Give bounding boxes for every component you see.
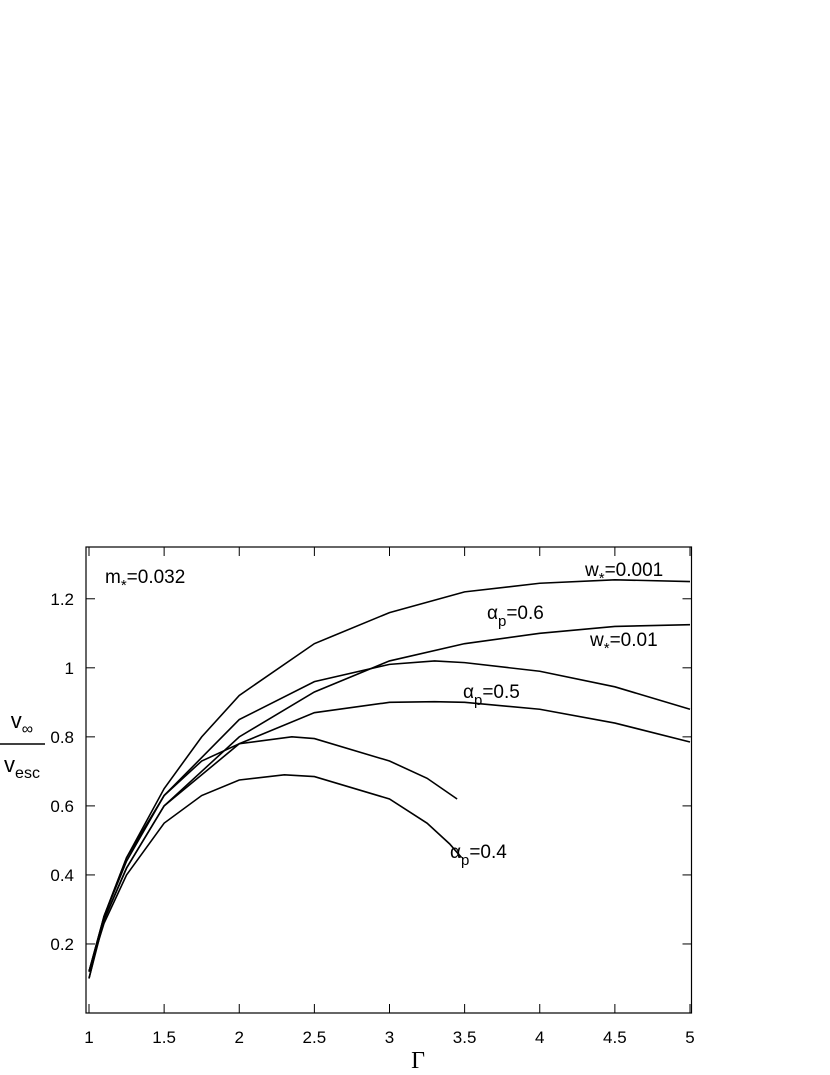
y-tick-label: 0.4 (50, 866, 74, 885)
x-tick-label: 5 (685, 1028, 694, 1047)
annotation-sub: * (121, 577, 127, 594)
annotation-rest: =0.6 (506, 603, 544, 624)
annotation: w*=0.001 (584, 560, 663, 587)
annotation-base: α (487, 603, 498, 624)
annotation-base: w (589, 630, 604, 651)
curve (88, 774, 463, 972)
y-axis-label: v∞ (11, 708, 33, 738)
y-label-base: v (11, 708, 22, 733)
annotation-base: m (105, 567, 121, 588)
curve (88, 736, 458, 972)
y-axis-label: vesc (4, 752, 40, 782)
curve (88, 700, 691, 972)
annotation: m*=0.032 (105, 567, 185, 594)
x-tick-label: 3 (385, 1028, 394, 1047)
x-axis-label: Γ (411, 1048, 425, 1074)
y-tick-label: 1.2 (50, 590, 74, 609)
x-tick-label: 2.5 (303, 1028, 327, 1047)
y-tick-label: 0.8 (50, 728, 74, 747)
y-label-sub: ∞ (22, 721, 33, 738)
annotation-base: α (450, 842, 461, 863)
x-tick-label: 1 (84, 1028, 93, 1047)
annotation-rest: =0.5 (482, 682, 520, 703)
plot-frame (85, 546, 693, 1014)
x-tick-label: 2 (235, 1028, 244, 1047)
annotation-base: α (463, 682, 474, 703)
x-tick-label: 4.5 (603, 1028, 627, 1047)
x-tick-label: 4 (535, 1028, 544, 1047)
y-tick-label: 0.2 (50, 935, 74, 954)
annotation-sub: * (604, 640, 610, 657)
annotation-rest: =0.032 (127, 567, 186, 588)
x-tick-label: 1.5 (152, 1028, 176, 1047)
annotation-sub: p (461, 852, 469, 869)
annotation: w*=0.01 (589, 630, 658, 657)
x-tick-label: 3.5 (453, 1028, 477, 1047)
annotation: αp=0.4 (450, 842, 507, 869)
annotation: αp=0.6 (487, 603, 544, 630)
annotation-rest: =0.01 (610, 630, 658, 651)
annotation-base: w (584, 560, 599, 581)
curve (88, 660, 691, 972)
annotation-sub: p (474, 692, 482, 709)
annotation-sub: p (498, 613, 506, 630)
y-label-base: v (4, 752, 15, 777)
annotation-sub: * (599, 570, 605, 587)
y-tick-label: 1 (65, 659, 74, 678)
curve (88, 623, 691, 979)
y-tick-label: 0.6 (50, 797, 74, 816)
y-label-sub: esc (15, 765, 40, 782)
annotation-rest: =0.4 (469, 842, 507, 863)
annotation: αp=0.5 (463, 682, 520, 709)
annotation-rest: =0.001 (605, 560, 664, 581)
